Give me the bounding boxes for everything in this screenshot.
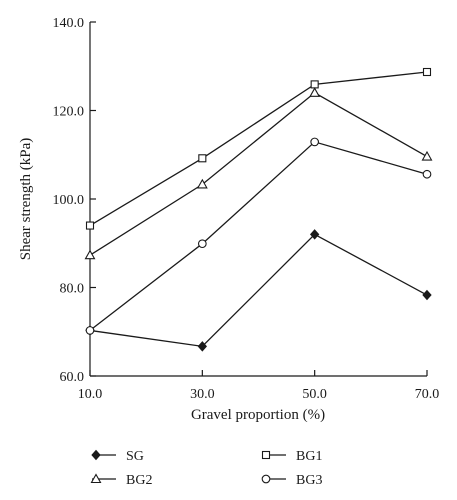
legend-label-sg: SG (126, 449, 144, 464)
data-point-bg2 (196, 178, 208, 189)
series-line-bg2 (89, 92, 428, 256)
data-point-bg1 (310, 80, 319, 89)
series-line-sg (89, 233, 428, 348)
data-point-bg2 (84, 249, 96, 260)
x-tick-label: 10.0 (78, 387, 103, 402)
series-bg2 (84, 87, 433, 260)
series-bg3 (85, 137, 432, 335)
legend-item-bg1: BG1 (261, 449, 322, 464)
chart-axes (89, 22, 427, 377)
y-tick-label: 100.0 (53, 193, 85, 208)
legend-marker-bg2 (90, 473, 102, 484)
legend-marker-bg3 (261, 474, 271, 484)
legend-item-bg2: BG2 (90, 473, 152, 488)
data-point-bg1 (85, 221, 95, 230)
series-sg (85, 229, 432, 352)
x-tick-label: 30.0 (190, 387, 215, 402)
series-line-bg1 (89, 71, 428, 227)
legend-label-bg1: BG1 (296, 449, 322, 464)
x-axis-title: Gravel proportion (%) (191, 407, 325, 423)
legend-label-bg2: BG2 (126, 473, 152, 488)
data-point-bg1 (198, 154, 207, 163)
data-point-sg (422, 289, 432, 301)
data-point-bg3 (422, 169, 432, 179)
x-ticks: 10.0 30.0 50.0 70.0 (78, 370, 440, 402)
y-tick-label: 60.0 (60, 370, 85, 385)
y-tick-label: 80.0 (60, 282, 85, 297)
x-tick-label: 70.0 (415, 387, 440, 402)
x-tick-label: 50.0 (302, 387, 327, 402)
y-tick-label: 140.0 (53, 16, 85, 31)
data-point-bg3 (197, 239, 207, 249)
data-point-bg1 (422, 67, 432, 77)
y-axis-title: Shear strength (kPa) (18, 138, 34, 260)
data-point-sg (197, 341, 208, 352)
y-ticks: 60.0 80.0 100.0 120.0 140.0 (53, 16, 96, 385)
series-layer (84, 67, 433, 352)
data-point-sg (309, 229, 320, 240)
legend: SG BG1 BG2 BG3 (90, 449, 322, 488)
legend-marker-sg (91, 449, 101, 461)
legend-item-sg: SG (91, 449, 144, 464)
series-line-bg3 (89, 141, 428, 331)
data-point-bg3 (310, 137, 320, 147)
legend-item-bg3: BG3 (261, 473, 322, 488)
series-bg1 (85, 67, 432, 230)
data-point-bg2 (421, 150, 433, 161)
data-point-bg3 (85, 326, 95, 335)
data-point-bg2 (309, 87, 321, 97)
y-tick-label: 120.0 (53, 105, 85, 120)
legend-label-bg3: BG3 (296, 473, 322, 488)
legend-marker-bg1 (261, 450, 271, 460)
